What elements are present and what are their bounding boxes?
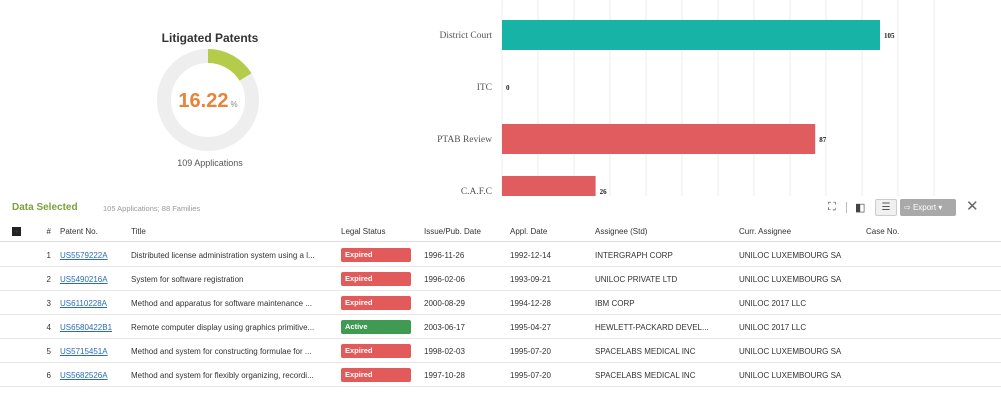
table-row[interactable]: 3 US6110228A Method and apparatus for soft… <box>0 291 1001 315</box>
toolbar-divider <box>846 202 847 213</box>
assignee-std: HEWLETT-PACKARD DEVEL... <box>595 323 709 332</box>
data-selected-toolbar: Data Selected 105 Applications; 88 Famil… <box>0 196 1001 220</box>
bar-category-label: ITC <box>477 83 492 93</box>
legal-status-badge: Active <box>341 320 411 334</box>
col-header-assignee[interactable]: Assignee (Std) <box>595 227 648 236</box>
close-icon[interactable]: ✕ <box>966 198 979 215</box>
patent-number-link[interactable]: US5715451A <box>60 347 108 356</box>
bar[interactable] <box>502 124 816 154</box>
col-header-patent-no[interactable]: Patent No. <box>60 227 98 236</box>
court-bar-chart: District Court 105 ITC 0 PTAB Review 87 C.A.F.… <box>437 0 935 196</box>
donut-value-unit: % <box>230 100 238 109</box>
assignee-std: UNILOC PRIVATE LTD <box>595 275 678 284</box>
current-assignee: UNILOC LUXEMBOURG SA <box>739 347 842 356</box>
assignee-std: INTERGRAPH CORP <box>595 251 673 260</box>
current-assignee: UNILOC 2017 LLC <box>739 299 807 308</box>
patent-number-link[interactable]: US5682526A <box>60 371 108 380</box>
legal-status-badge: Expired <box>341 296 411 310</box>
data-selected-summary: 105 Applications; 88 Families <box>103 204 201 213</box>
current-assignee: UNILOC 2017 LLC <box>739 323 807 332</box>
patent-title: Remote computer display using graphics p… <box>131 323 315 332</box>
current-assignee: UNILOC LUXEMBOURG SA <box>739 275 842 284</box>
legal-status-badge: Expired <box>341 344 411 358</box>
data-selected-title: Data Selected <box>12 202 78 213</box>
appl-date: 1995-07-20 <box>510 347 551 356</box>
table-header: + # Patent No. Title Legal Status Issue/… <box>0 222 1001 242</box>
issue-date: 1996-11-26 <box>424 251 465 260</box>
patent-number-link[interactable]: US5579222A <box>60 251 108 260</box>
list-view-button[interactable]: ☰ <box>875 199 897 216</box>
table-row[interactable]: 4 US6580422B1 Remote computer display usin… <box>0 315 1001 339</box>
table-row[interactable]: 5 US5715451A Method and system for constru… <box>0 339 1001 363</box>
patents-table: + # Patent No. Title Legal Status Issue/… <box>0 222 1001 419</box>
donut-value-number: 16.22 <box>178 90 229 112</box>
patent-title: Method and system for flexibly organizin… <box>131 371 314 380</box>
col-header-appl-date[interactable]: Appl. Date <box>510 227 548 236</box>
row-index: 4 <box>46 323 51 332</box>
patent-title: Distributed license administration syste… <box>131 251 315 260</box>
bar-value-label: 87 <box>819 136 827 144</box>
patent-title: System for software registration <box>131 275 244 284</box>
row-index: 1 <box>46 251 51 260</box>
legal-status-badge: Expired <box>341 272 411 286</box>
fullscreen-icon[interactable]: ⛶ <box>828 201 836 213</box>
issue-date: 2003-06-17 <box>424 323 465 332</box>
appl-date: 1992-12-14 <box>510 251 551 260</box>
col-header-curr-assignee[interactable]: Curr. Assignee <box>739 227 792 236</box>
col-header-index: # <box>46 227 51 236</box>
col-header-case-no[interactable]: Case No. <box>866 227 900 236</box>
legal-status-badge: Expired <box>341 248 411 262</box>
bar[interactable] <box>502 176 596 196</box>
col-header-title[interactable]: Title <box>131 227 146 236</box>
legal-status-badge: Expired <box>341 368 411 382</box>
current-assignee: UNILOC LUXEMBOURG SA <box>739 371 842 380</box>
bar[interactable] <box>502 20 880 50</box>
bar-value-label: 26 <box>600 188 608 196</box>
issue-date: 2000-08-29 <box>424 299 465 308</box>
row-index: 2 <box>46 275 51 284</box>
litigated-patents-card: Litigated Patents 16.22% 109 Application… <box>0 0 420 190</box>
assignee-std: SPACELABS MEDICAL INC <box>595 371 696 380</box>
appl-date: 1995-04-27 <box>510 323 551 332</box>
table-row[interactable]: 1 US5579222A Distributed license administr… <box>0 243 1001 267</box>
patent-title: Method and apparatus for software mainte… <box>131 299 312 308</box>
bar-category-label: C.A.F.C <box>461 187 492 196</box>
assignee-std: SPACELABS MEDICAL INC <box>595 347 696 356</box>
bar-category-label: District Court <box>439 31 492 41</box>
appl-date: 1993-09-21 <box>510 275 551 284</box>
bar-category-label: PTAB Review <box>437 135 492 145</box>
donut-arc <box>207 49 252 81</box>
patent-number-link[interactable]: US6110228A <box>60 299 107 308</box>
donut-title: Litigated Patents <box>161 31 259 45</box>
table-row[interactable]: 2 US5490216A System for software registrat… <box>0 267 1001 291</box>
bar-value-label: 0 <box>506 84 510 92</box>
appl-date: 1994-12-28 <box>510 299 551 308</box>
row-index: 5 <box>46 347 51 356</box>
patent-number-link[interactable]: US5490216A <box>60 275 108 284</box>
column-view-icon[interactable]: ◧ <box>855 202 866 214</box>
row-index: 3 <box>46 299 51 308</box>
assignee-std: IBM CORP <box>595 299 635 308</box>
export-button[interactable]: ⇨ Export ▾ <box>900 199 956 216</box>
litigated-donut-chart <box>157 49 259 151</box>
current-assignee: UNILOC LUXEMBOURG SA <box>739 251 842 260</box>
col-header-legal-status[interactable]: Legal Status <box>341 227 386 236</box>
table-row[interactable]: 6 US5682526A Method and system for flexibl… <box>0 363 1001 387</box>
patent-number-link[interactable]: US6580422B1 <box>60 323 113 332</box>
export-label: Export <box>912 203 937 212</box>
export-icon: ⇨ <box>904 203 913 212</box>
issue-date: 1998-02-03 <box>424 347 465 356</box>
bar-value-label: 105 <box>884 32 895 40</box>
row-index: 6 <box>46 371 51 380</box>
issue-date: 1996-02-06 <box>424 275 465 284</box>
patent-title: Method and system for constructing formu… <box>131 347 312 356</box>
donut-subtitle: 109 Applications <box>177 158 243 168</box>
donut-value: 16.22% <box>155 90 261 113</box>
col-header-issue-date[interactable]: Issue/Pub. Date <box>424 227 481 236</box>
appl-date: 1995-07-20 <box>510 371 551 380</box>
issue-date: 1997-10-28 <box>424 371 465 380</box>
expand-all-icon[interactable]: + <box>12 227 21 236</box>
